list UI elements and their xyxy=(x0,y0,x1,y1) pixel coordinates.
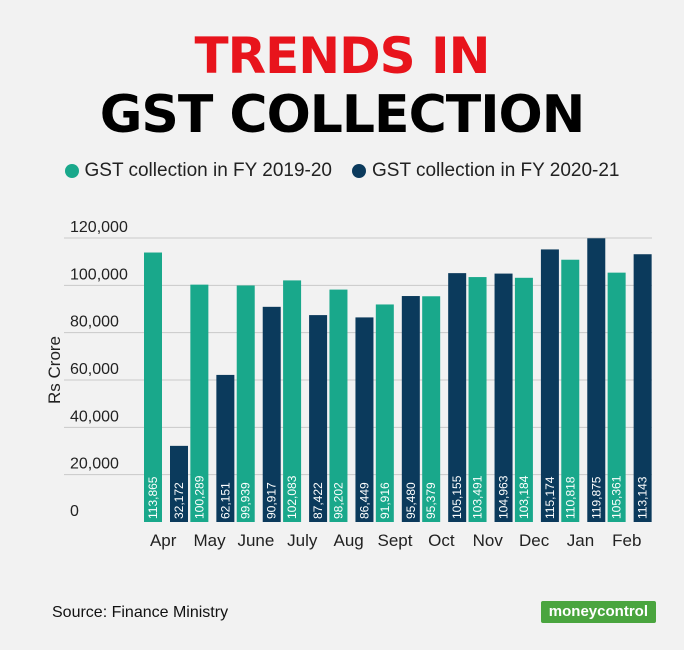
bar-fy2019-20 xyxy=(375,304,394,522)
brand-part2: control xyxy=(597,603,648,620)
y-tick-label: 40,000 xyxy=(70,408,119,425)
bar-value-label: 103,491 xyxy=(471,475,485,519)
y-tick-label: 0 xyxy=(70,503,79,520)
bar-fy2020-21 xyxy=(401,296,420,522)
bar-value-label: 119,875 xyxy=(589,476,603,519)
bar-fy2020-21 xyxy=(170,445,188,522)
x-tick-label: Sept xyxy=(378,531,413,550)
moneycontrol-logo: moneycontrol xyxy=(540,601,656,623)
legend-label-fy2019-20: GST collection in FY 2019-20 xyxy=(84,160,333,181)
bar-value-label: 99,939 xyxy=(239,482,253,519)
chart-legend: GST collection in FY 2019-20 GST collect… xyxy=(0,160,684,182)
page-title-line1: TRENDS IN xyxy=(194,27,491,85)
bar-fy2019-20 xyxy=(144,252,162,522)
bar-value-label: 110,818 xyxy=(563,476,577,519)
bar-value-label: 113,143 xyxy=(636,476,650,519)
bar-fy2020-21 xyxy=(355,317,374,522)
x-tick-label: Apr xyxy=(150,531,177,550)
y-tick-label: 20,000 xyxy=(70,456,119,473)
bar-fy2019-20 xyxy=(514,277,533,522)
legend-item-fy2019-20: GST collection in FY 2019-20 xyxy=(64,160,333,182)
bar-value-label: 113,865 xyxy=(146,476,160,519)
bar-value-label: 62,151 xyxy=(218,482,232,519)
bar-fy2019-20 xyxy=(236,285,255,522)
bar-value-label: 100,289 xyxy=(192,475,206,519)
x-tick-label: July xyxy=(287,531,318,550)
bar-fy2019-20 xyxy=(283,280,302,522)
bar-fy2020-21 xyxy=(448,273,467,522)
y-tick-label: 80,000 xyxy=(70,314,119,331)
bar-fy2019-20 xyxy=(607,272,626,522)
bar-fy2019-20 xyxy=(422,296,441,522)
bar-value-label: 105,155 xyxy=(450,475,464,519)
x-tick-label: Jan xyxy=(567,531,594,550)
y-tick-label: 100,000 xyxy=(70,266,128,283)
bar-fy2020-21 xyxy=(262,306,281,522)
bar-value-label: 87,422 xyxy=(311,482,325,519)
bar-value-label: 98,202 xyxy=(331,482,345,519)
bar-fy2020-21 xyxy=(494,273,513,522)
bar-value-label: 95,480 xyxy=(404,482,418,519)
bar-value-label: 102,083 xyxy=(285,475,299,519)
x-tick-label: Nov xyxy=(473,531,504,550)
bar-fy2020-21 xyxy=(633,254,652,523)
source-note: Source: Finance Ministry xyxy=(52,604,229,621)
y-tick-label: 60,000 xyxy=(70,361,119,378)
bar-fy2020-21 xyxy=(216,374,235,522)
bar-value-label: 95,379 xyxy=(424,482,438,519)
bar-fy2019-20 xyxy=(329,289,348,522)
bar-value-label: 91,916 xyxy=(378,482,392,519)
bar-fy2020-21 xyxy=(309,315,328,522)
bar-fy2019-20 xyxy=(561,259,580,522)
bar-value-label: 104,963 xyxy=(497,475,511,519)
legend-label-fy2020-21: GST collection in FY 2020-21 xyxy=(372,160,620,181)
bar-fy2020-21 xyxy=(587,238,606,522)
legend-item-fy2020-21: GST collection in FY 2020-21 xyxy=(352,160,620,182)
x-tick-label: Aug xyxy=(334,531,364,550)
bar-value-label: 90,917 xyxy=(265,482,279,519)
bar-value-label: 32,172 xyxy=(172,482,186,519)
bar-fy2019-20 xyxy=(468,277,487,522)
legend-swatch-fy2020-21 xyxy=(352,164,366,178)
bar-value-label: 105,361 xyxy=(610,475,624,519)
bar-value-label: 103,184 xyxy=(517,475,531,519)
y-axis-label: Rs Crore xyxy=(45,336,64,404)
bar-fy2020-21 xyxy=(540,249,559,522)
x-tick-label: June xyxy=(237,531,274,550)
page-title-line2: GST COLLECTION xyxy=(99,85,586,145)
x-tick-label: Dec xyxy=(519,531,550,550)
x-tick-label: May xyxy=(193,531,226,550)
bar-value-label: 115,174 xyxy=(543,476,557,519)
y-tick-label: 120,000 xyxy=(70,219,128,236)
bar-value-label: 86,449 xyxy=(357,482,371,519)
brand-part1: money xyxy=(548,603,598,620)
legend-swatch-fy2019-20 xyxy=(64,164,79,178)
bar-fy2019-20 xyxy=(190,284,209,522)
x-tick-label: Feb xyxy=(612,531,641,550)
x-tick-label: Oct xyxy=(428,531,455,550)
